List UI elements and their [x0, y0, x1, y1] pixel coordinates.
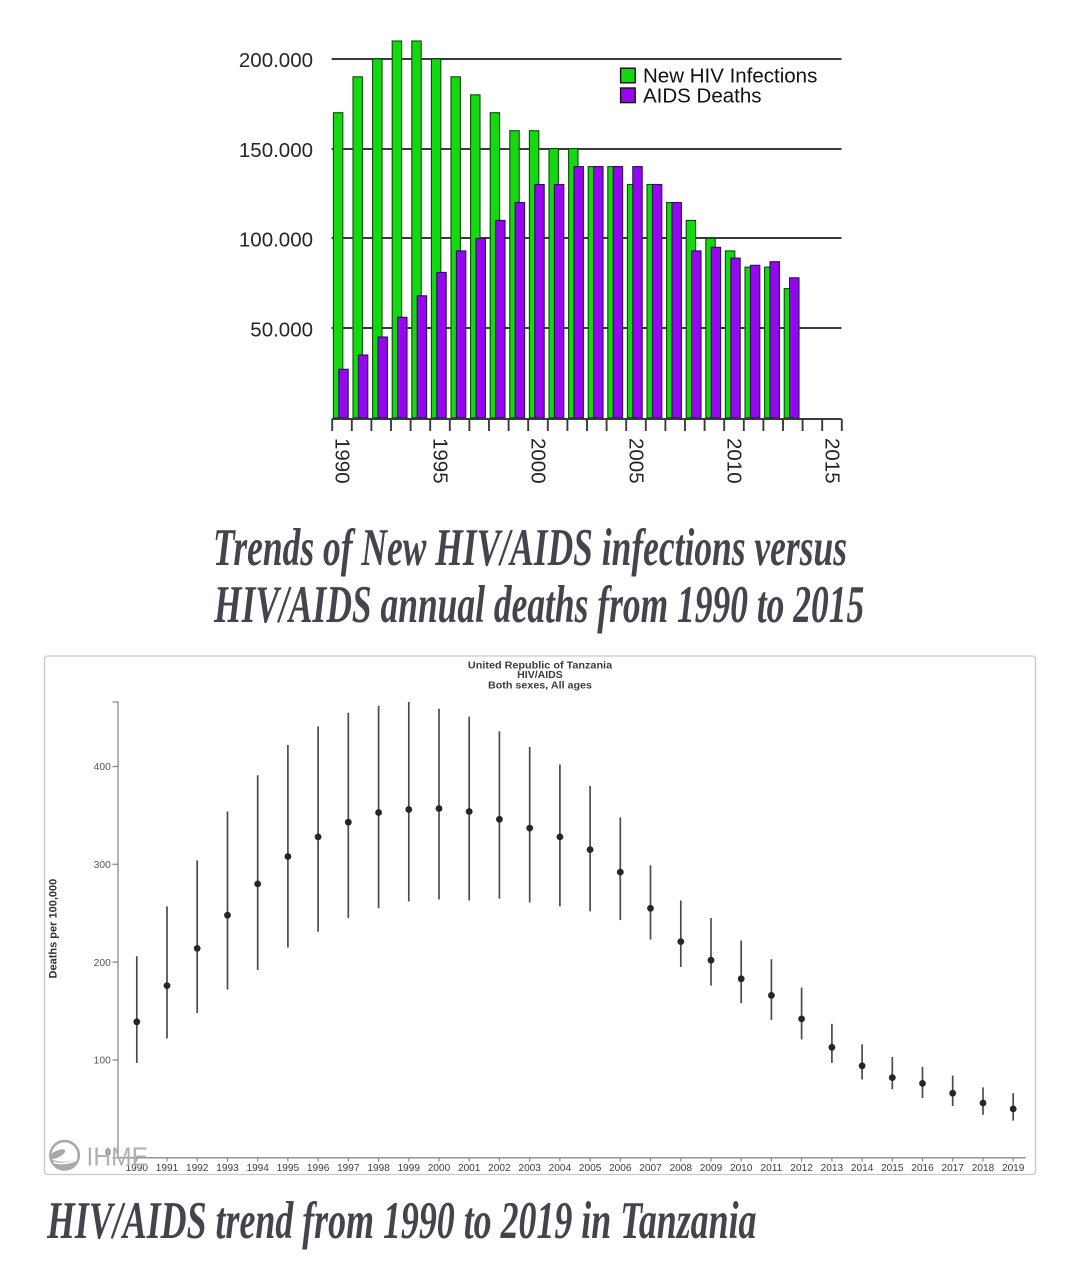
- svg-text:2004: 2004: [549, 1163, 572, 1174]
- svg-text:2008: 2008: [670, 1163, 693, 1174]
- svg-text:2000: 2000: [428, 1163, 451, 1174]
- svg-text:1997: 1997: [337, 1163, 360, 1174]
- svg-text:200: 200: [94, 958, 111, 969]
- svg-text:1996: 1996: [307, 1163, 330, 1174]
- svg-text:1998: 1998: [367, 1163, 390, 1174]
- svg-text:2014: 2014: [851, 1163, 874, 1174]
- svg-text:New HIV Infections: New HIV Infections: [643, 65, 817, 88]
- svg-text:2005: 2005: [625, 438, 648, 484]
- svg-text:United Republic of Tanzania: United Republic of Tanzania: [468, 661, 613, 672]
- svg-text:150.000: 150.000: [239, 139, 313, 162]
- svg-text:2002: 2002: [488, 1163, 511, 1174]
- svg-text:AIDS Deaths: AIDS Deaths: [643, 84, 762, 107]
- svg-text:50.000: 50.000: [250, 318, 313, 341]
- svg-text:2017: 2017: [941, 1163, 964, 1174]
- svg-text:2003: 2003: [518, 1163, 541, 1174]
- svg-text:IHME: IHME: [87, 1144, 149, 1172]
- svg-text:2010: 2010: [723, 438, 746, 484]
- svg-text:0: 0: [105, 1147, 111, 1158]
- svg-text:1991: 1991: [156, 1163, 179, 1174]
- svg-text:2019: 2019: [1002, 1163, 1025, 1174]
- svg-text:2012: 2012: [790, 1163, 813, 1174]
- svg-text:2013: 2013: [821, 1163, 844, 1174]
- svg-text:2005: 2005: [579, 1163, 602, 1174]
- svg-text:100: 100: [94, 1056, 111, 1067]
- svg-text:400: 400: [94, 762, 111, 773]
- svg-text:1990: 1990: [331, 438, 354, 484]
- svg-text:100.000: 100.000: [239, 229, 313, 252]
- svg-text:1992: 1992: [186, 1163, 209, 1174]
- svg-text:Deaths per 100,000: Deaths per 100,000: [48, 879, 60, 979]
- svg-text:2007: 2007: [639, 1163, 662, 1174]
- svg-text:1995: 1995: [429, 438, 452, 484]
- svg-text:2015: 2015: [881, 1163, 904, 1174]
- svg-text:2009: 2009: [700, 1163, 723, 1174]
- svg-text:Both sexes, All ages: Both sexes, All ages: [488, 680, 592, 691]
- svg-text:HIV/AIDS: HIV/AIDS: [517, 670, 563, 681]
- svg-text:1993: 1993: [216, 1163, 239, 1174]
- svg-text:2011: 2011: [761, 1163, 783, 1174]
- svg-text:2015: 2015: [821, 438, 844, 484]
- svg-text:1995: 1995: [277, 1163, 300, 1174]
- svg-text:2000: 2000: [527, 438, 550, 484]
- svg-text:1999: 1999: [398, 1163, 421, 1174]
- svg-text:200.000: 200.000: [239, 49, 313, 72]
- svg-text:2016: 2016: [911, 1163, 934, 1174]
- svg-text:1994: 1994: [246, 1163, 269, 1174]
- svg-text:2018: 2018: [972, 1163, 995, 1174]
- svg-text:2010: 2010: [730, 1163, 753, 1174]
- svg-text:2001: 2001: [458, 1163, 481, 1174]
- svg-text:2006: 2006: [609, 1163, 632, 1174]
- svg-text:1990: 1990: [126, 1163, 149, 1174]
- svg-text:300: 300: [94, 860, 111, 871]
